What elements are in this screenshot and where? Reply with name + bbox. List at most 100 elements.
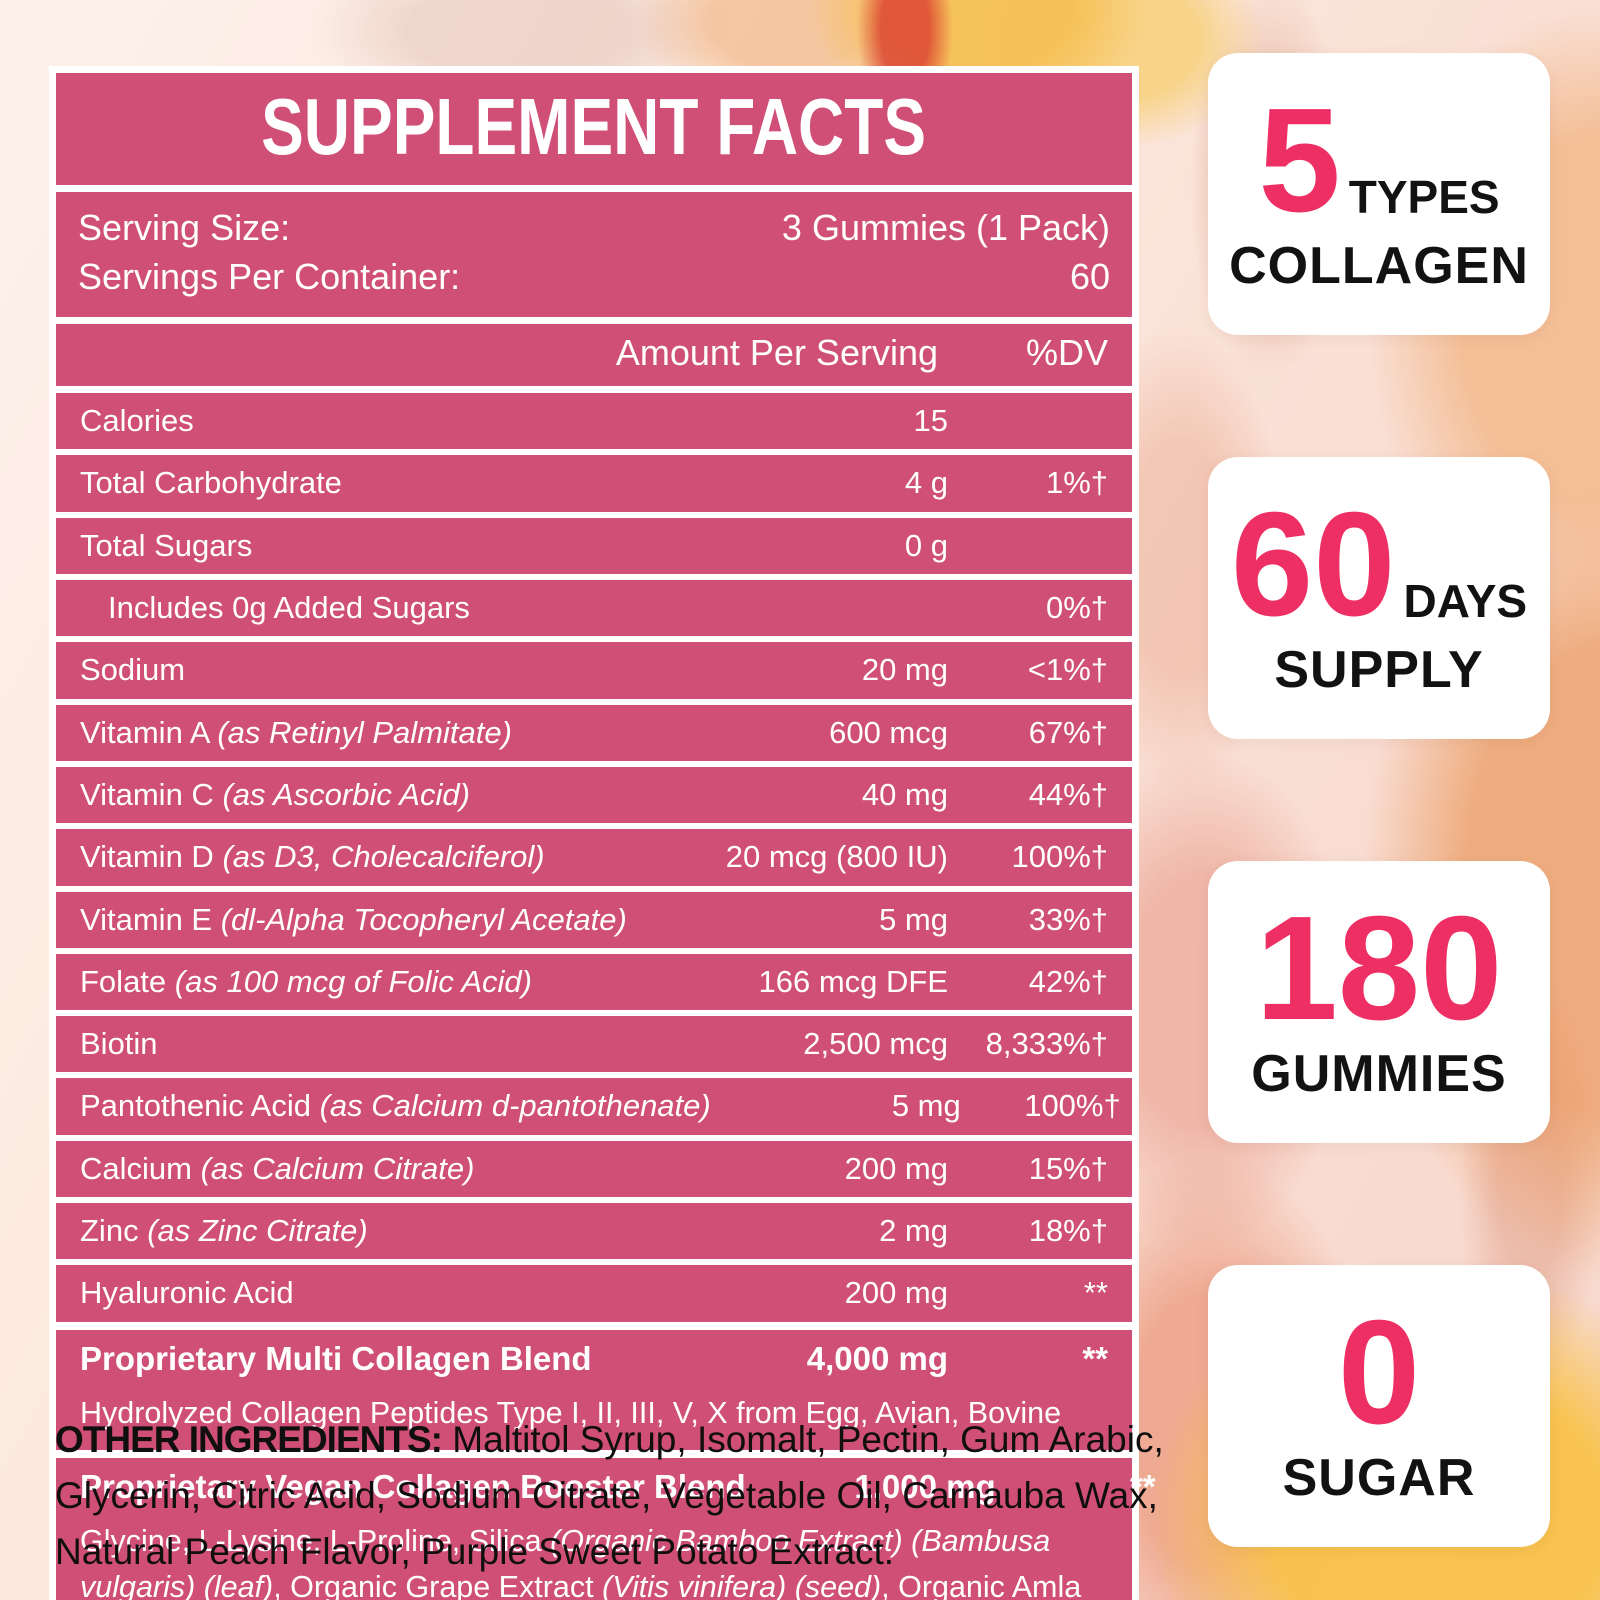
row-grid: Calcium (as Calcium Citrate) 200 mg 15%†: [56, 1141, 1132, 1197]
nutrient-name: Biotin: [80, 1026, 158, 1062]
feature-badges: 5 TYPES COLLAGEN 60 DAYS SUPPLY 180 GUMMIES 0 SUG…: [1208, 53, 1550, 1547]
badge-number: 60: [1230, 481, 1396, 647]
row-grid: Vitamin E (dl-Alpha Tocopheryl Acetate) 5…: [56, 892, 1132, 948]
row-grid: Proprietary Vegan Collagen Booster Blend…: [56, 1458, 1156, 1517]
badge-number: 180: [1255, 885, 1503, 1051]
nutrient-dv: 67%†: [1028, 714, 1108, 750]
nutrient-name: Total Carbohydrate: [80, 465, 342, 501]
row-grid: Proprietary Multi Collagen Blend 4,000 mg…: [56, 1330, 1132, 1389]
table-row: Vitamin A (as Retinyl Palmitate) 600 mcg 6…: [56, 698, 1132, 761]
other-ingredients: OTHER INGREDIENTS: Maltitol Syrup, Isoma…: [55, 1412, 1175, 1581]
nutrient-dv: 15%†: [1028, 1150, 1108, 1186]
table-row: Zinc (as Zinc Citrate) 2 mg 18%†: [56, 1197, 1132, 1259]
blend-description-segment: , Organic Amla Extract: [881, 1569, 1082, 1600]
nutrient-rows: Calories 15 Total Carbohydrate 4 g 1%† Total …: [56, 393, 1156, 1600]
facts-title-bar: SUPPLEMENT FACTS: [56, 73, 1132, 185]
nutrient-amount: 4,000 mg: [806, 1339, 948, 1377]
row-grid: Biotin 2,500 mcg 8,333%†: [56, 1016, 1132, 1072]
row-grid: Sodium 20 mg <1%†: [56, 642, 1132, 698]
nutrient-name: Sodium: [80, 652, 186, 688]
table-row: Pantothenic Acid (as Calcium d-pantothen…: [56, 1072, 1132, 1134]
nutrient-note: (as 100 mcg of Folic Acid): [174, 963, 532, 999]
table-row: Sodium 20 mg <1%†: [56, 636, 1132, 698]
other-ingredients-label: OTHER INGREDIENTS:: [55, 1419, 443, 1460]
nutrient-dv: **: [1129, 1468, 1156, 1506]
table-row: Hyaluronic Acid 200 mg **: [56, 1259, 1132, 1321]
badge-top: 5 TYPES: [1258, 77, 1500, 243]
facts-header-row: Amount Per Serving %DV: [56, 324, 1132, 387]
nutrient-note: (as Ascorbic Acid): [222, 776, 470, 812]
badge-bottom-label: COLLAGEN: [1229, 237, 1529, 296]
badge-bottom-label: SUPPLY: [1274, 641, 1484, 700]
nutrient-amount: 40 mg: [861, 776, 948, 812]
badge-bottom-label: SUGAR: [1282, 1449, 1476, 1508]
nutrient-name: Includes 0g Added Sugars: [108, 590, 470, 626]
nutrient-amount: 4 g: [904, 465, 948, 501]
table-row: Total Sugars 0 g: [56, 511, 1132, 574]
nutrient-note: (dl-Alpha Tocopheryl Acetate): [220, 901, 627, 937]
nutrient-dv: 8,333%†: [985, 1026, 1108, 1062]
nutrient-amount: 15: [913, 403, 948, 439]
row-grid: Vitamin A (as Retinyl Palmitate) 600 mcg 6…: [56, 705, 1132, 761]
serving-label: Serving Size:: [78, 207, 291, 248]
feature-badge: 60 DAYS SUPPLY: [1208, 457, 1550, 739]
badge-number: 5: [1258, 77, 1341, 243]
nutrient-dv: 42%†: [1028, 963, 1108, 999]
nutrient-amount: 200 mg: [844, 1275, 948, 1311]
badge-side-label: TYPES: [1348, 171, 1500, 224]
serving-row: Serving Size: 3 Gummies (1 Pack): [78, 204, 1110, 253]
nutrient-note: (as Zinc Citrate): [147, 1213, 368, 1249]
feature-badge: 0 SUGAR: [1208, 1265, 1550, 1547]
table-row: Vitamin C (as Ascorbic Acid) 40 mg 44%†: [56, 760, 1132, 823]
nutrient-amount: 0 g: [904, 527, 948, 563]
badge-top: 180: [1255, 885, 1503, 1051]
supplement-facts-panel: SUPPLEMENT FACTS Serving Size: 3 Gummies …: [49, 66, 1156, 1600]
row-grid: Includes 0g Added Sugars 0%†: [56, 580, 1132, 636]
nutrient-dv: 33%†: [1028, 901, 1108, 937]
nutrient-name: Zinc (as Zinc Citrate): [80, 1213, 368, 1249]
nutrient-dv: 100%†: [1011, 839, 1108, 875]
facts-title: SUPPLEMENT FACTS: [261, 82, 927, 171]
nutrient-amount: 2,500 mcg: [803, 1026, 948, 1062]
blend-description-segment: , Organic Grape Extract: [273, 1569, 603, 1600]
table-row: Calcium (as Calcium Citrate) 200 mg 15%†: [56, 1134, 1132, 1197]
nutrient-dv: 100%†: [1024, 1088, 1121, 1124]
nutrient-name: Vitamin D (as D3, Cholecalciferol): [80, 839, 545, 875]
row-grid: Zinc (as Zinc Citrate) 2 mg 18%†: [56, 1203, 1132, 1259]
row-grid: Calories 15: [56, 393, 1132, 449]
row-grid: Folate (as 100 mcg of Folic Acid) 166 mcg…: [56, 954, 1132, 1010]
blend-description: Glycine, L-Lysine, L-Proline, Silica (Or…: [56, 1517, 1132, 1600]
serving-value: 60: [1069, 255, 1110, 297]
badge-side-label: DAYS: [1403, 575, 1528, 628]
nutrient-dv: 44%†: [1028, 776, 1108, 812]
badge-number: 0: [1337, 1289, 1421, 1455]
nutrient-dv: 1%†: [1045, 465, 1108, 501]
nutrient-amount: 1,000 mg: [854, 1468, 996, 1506]
blend-description-segment: (Organic Bamboo Extract) (Bambusa vulgar…: [80, 1524, 1051, 1600]
row-grid: Pantothenic Acid (as Calcium d-pantothen…: [56, 1078, 1132, 1134]
nutrient-name: Hyaluronic Acid: [80, 1275, 294, 1311]
nutrient-name: Calories: [80, 403, 194, 439]
badge-bottom-label: GUMMIES: [1251, 1045, 1507, 1104]
table-row: Proprietary Multi Collagen Blend 4,000 mg…: [56, 1321, 1132, 1451]
nutrient-name: Pantothenic Acid (as Calcium d-pantothen…: [80, 1088, 711, 1124]
nutrient-amount: 20 mcg (800 IU): [725, 839, 948, 875]
nutrient-amount: 600 mcg: [829, 714, 948, 750]
blend-description-segment: Hydrolyzed Collagen Peptides Type I, II,…: [80, 1395, 1062, 1430]
table-row: Vitamin D (as D3, Cholecalciferol) 20 mcg…: [56, 823, 1132, 885]
nutrient-dv: **: [1082, 1339, 1108, 1377]
blend-description-segment: Glycine, L-Lysine, L-Proline, Silica: [80, 1524, 551, 1559]
table-row: Total Carbohydrate 4 g 1%†: [56, 449, 1132, 511]
other-ingredients-text: Maltitol Syrup, Isomalt, Pectin, Gum Ara…: [55, 1419, 1164, 1573]
nutrient-name: Proprietary Multi Collagen Blend: [80, 1339, 592, 1377]
feature-badge: 180 GUMMIES: [1208, 861, 1550, 1143]
nutrient-dv: 0%†: [1045, 590, 1108, 626]
dv-header: %DV: [1025, 332, 1108, 374]
nutrient-dv: 18%†: [1028, 1213, 1108, 1249]
nutrient-amount: 200 mg: [844, 1150, 948, 1186]
row-grid: Total Carbohydrate 4 g 1%†: [56, 455, 1132, 511]
table-row: Calories 15: [56, 393, 1132, 449]
nutrient-name: Total Sugars: [80, 527, 253, 563]
serving-row: Servings Per Container: 60: [78, 253, 1110, 302]
